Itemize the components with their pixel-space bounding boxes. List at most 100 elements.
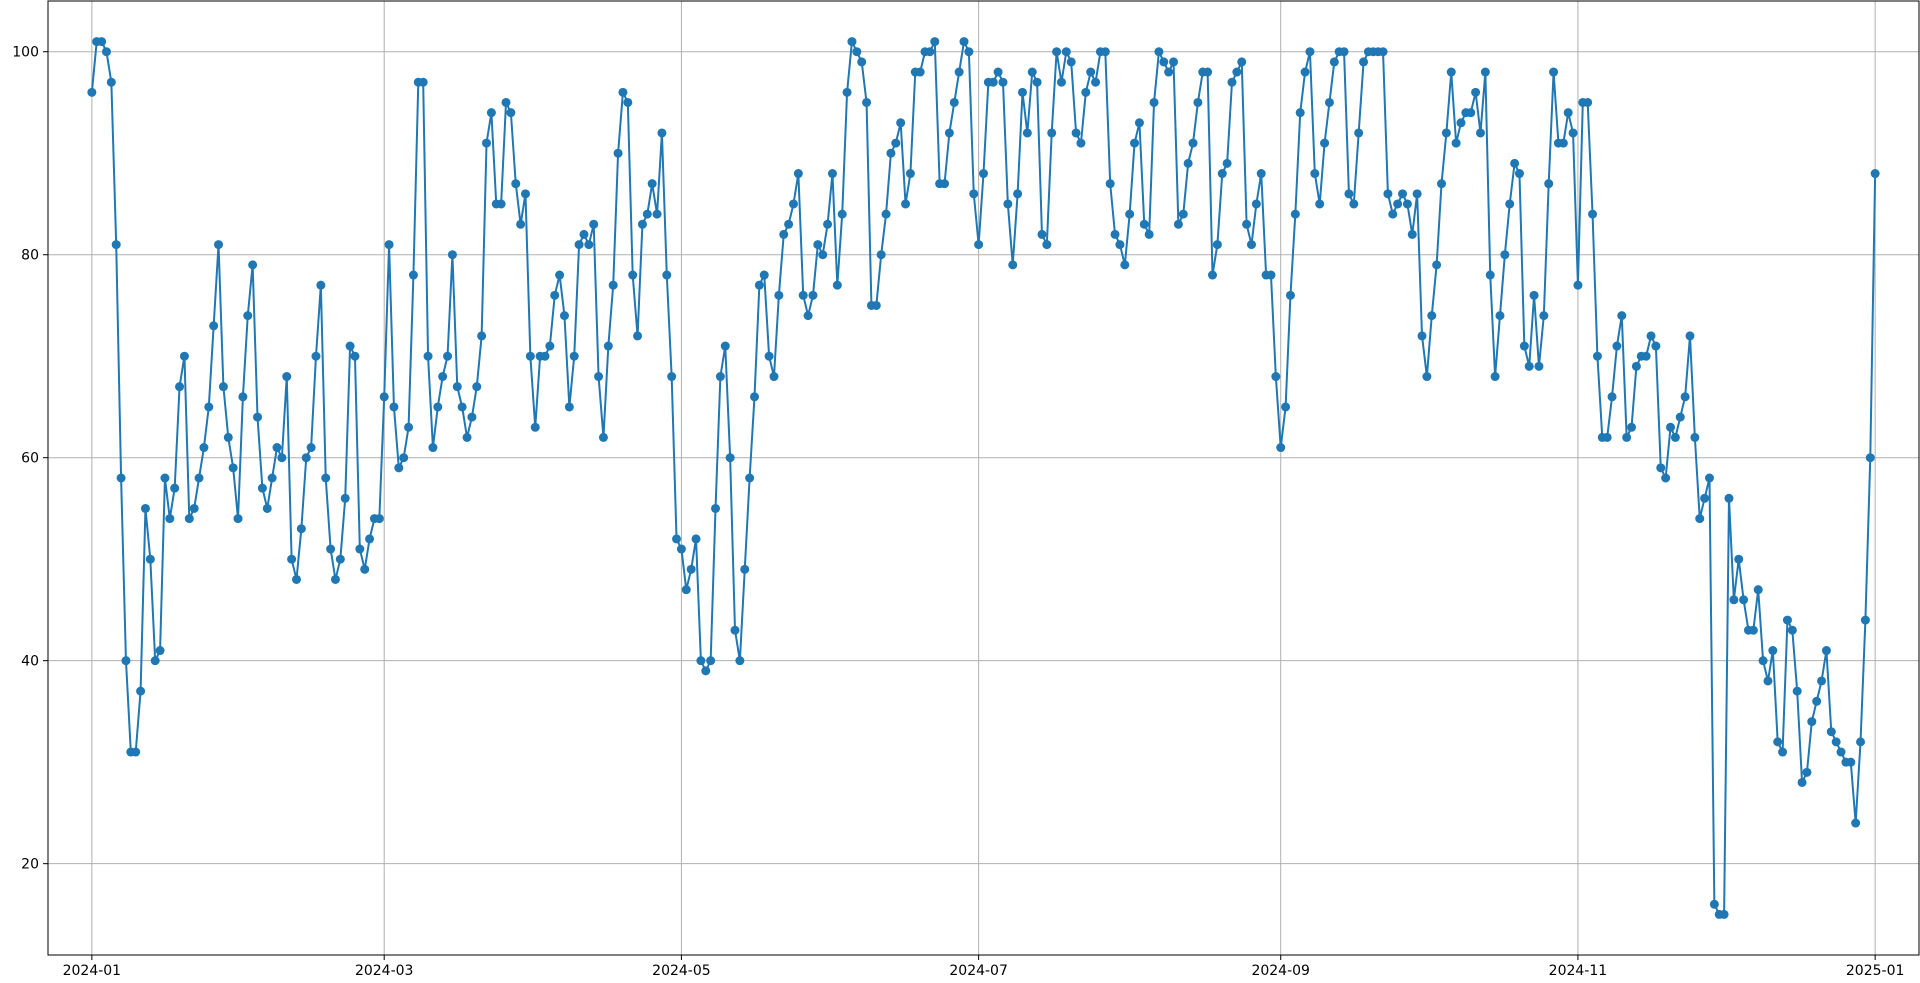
data-point (1773, 737, 1783, 747)
data-point (711, 503, 721, 513)
data-point (1407, 229, 1417, 239)
data-point (993, 67, 1003, 77)
data-point (189, 503, 199, 513)
x-tick-label: 2024-09 (1251, 963, 1310, 979)
data-point (1670, 432, 1680, 442)
data-point (399, 453, 409, 463)
data-point (1037, 229, 1047, 239)
data-point (1339, 47, 1349, 57)
data-point (808, 290, 818, 300)
data-point (686, 564, 696, 574)
data-point (194, 473, 204, 483)
data-point (1480, 67, 1490, 77)
data-point (774, 290, 784, 300)
data-point (1753, 585, 1763, 595)
data-point (1378, 47, 1388, 57)
data-point (1042, 240, 1052, 250)
x-tick-label: 2024-11 (1549, 963, 1608, 979)
data-point (754, 280, 764, 290)
data-point (988, 77, 998, 87)
data-point (1329, 57, 1339, 67)
data-point (404, 422, 414, 432)
data-point (954, 67, 964, 77)
data-point (1081, 87, 1091, 97)
data-point (740, 564, 750, 574)
data-point (793, 169, 803, 179)
data-point (1739, 595, 1749, 605)
data-point (1471, 87, 1481, 97)
data-point (871, 300, 881, 310)
data-point (574, 240, 584, 250)
data-point (1490, 372, 1500, 382)
data-point (584, 240, 594, 250)
data-point (594, 372, 604, 382)
x-tick-label: 2024-03 (355, 963, 414, 979)
data-point (1568, 128, 1578, 138)
data-point (501, 97, 511, 107)
data-point (1524, 361, 1534, 371)
data-point (832, 280, 842, 290)
data-point (267, 473, 277, 483)
data-point (769, 372, 779, 382)
data-point (486, 108, 496, 118)
data-point (1612, 341, 1622, 351)
data-point (1651, 341, 1661, 351)
data-point (199, 443, 209, 453)
data-point (1510, 158, 1520, 168)
data-point (438, 372, 448, 382)
data-point (1144, 229, 1154, 239)
data-point (559, 311, 569, 321)
data-point (613, 148, 623, 158)
data-point (1383, 189, 1393, 199)
data-point (170, 483, 180, 493)
data-point (1349, 199, 1359, 209)
data-point (676, 544, 686, 554)
data-point (1120, 260, 1130, 270)
data-point (764, 351, 774, 361)
data-point (759, 270, 769, 280)
y-tick-label: 100 (12, 45, 39, 61)
data-point (1393, 199, 1403, 209)
data-point (1821, 646, 1831, 656)
data-point (209, 321, 219, 331)
data-point (730, 625, 740, 635)
data-point (1719, 909, 1729, 919)
data-point (784, 219, 794, 229)
data-point (1836, 747, 1846, 757)
data-point (321, 473, 331, 483)
data-point (150, 656, 160, 666)
data-point (1485, 270, 1495, 280)
data-point (1412, 189, 1422, 199)
data-point (1592, 351, 1602, 361)
data-point (818, 250, 828, 260)
data-point (1656, 463, 1666, 473)
data-point (184, 514, 194, 524)
data-point (1700, 493, 1710, 503)
data-point (657, 128, 667, 138)
data-point (1437, 179, 1447, 189)
data-point (423, 351, 433, 361)
data-point (1008, 260, 1018, 270)
data-point (667, 372, 677, 382)
data-point (374, 514, 384, 524)
data-point (418, 77, 428, 87)
data-point (1022, 128, 1032, 138)
data-point (355, 544, 365, 554)
data-point (1398, 189, 1408, 199)
data-point (1076, 138, 1086, 148)
data-point (930, 37, 940, 47)
data-point (136, 686, 146, 696)
data-point (106, 77, 116, 87)
data-point (428, 443, 438, 453)
data-point (1573, 280, 1583, 290)
data-point (1441, 128, 1451, 138)
data-point (837, 209, 847, 219)
data-point (979, 169, 988, 179)
data-point (1831, 737, 1841, 747)
data-point (1661, 473, 1671, 483)
data-point (1704, 473, 1714, 483)
data-point (214, 240, 224, 250)
data-point (1856, 737, 1866, 747)
data-point (291, 574, 301, 584)
data-point (1086, 67, 1096, 77)
